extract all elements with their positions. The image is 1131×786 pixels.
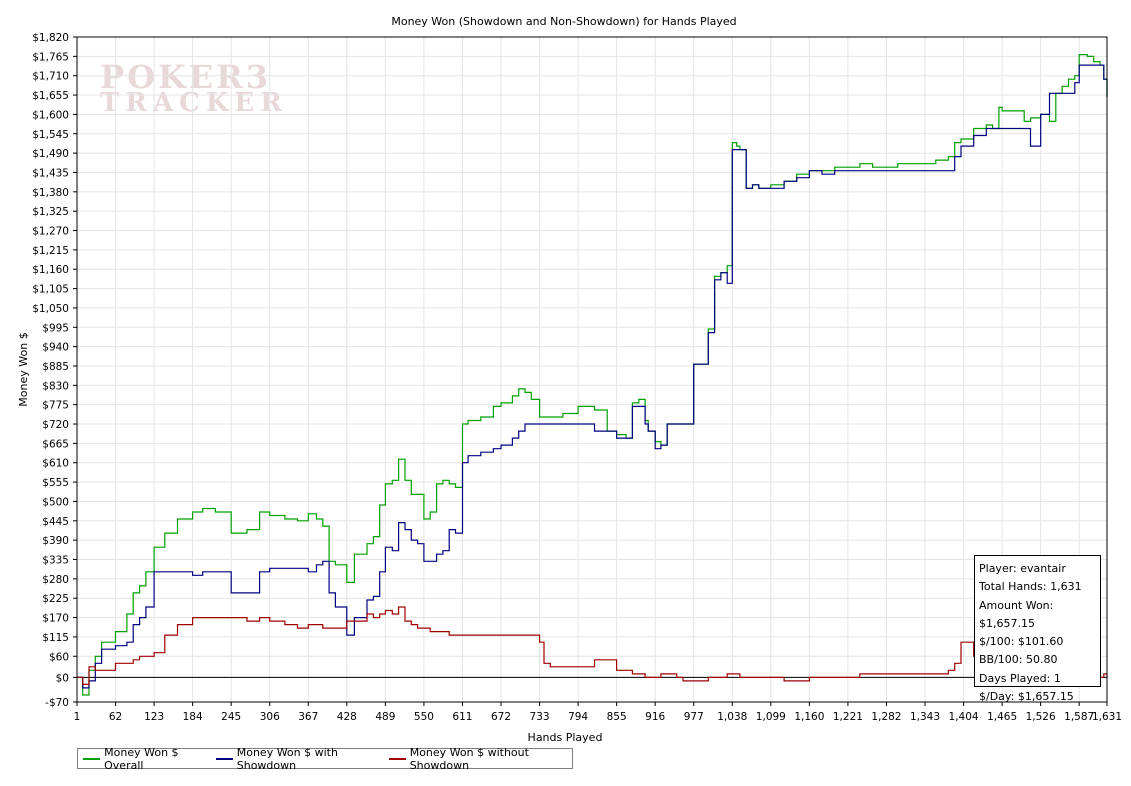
y-tick-label: $1,820	[32, 32, 69, 44]
chart-title: Money Won (Showdown and Non-Showdown) fo…	[391, 15, 736, 28]
y-tick-label: $1,380	[32, 187, 69, 199]
y-tick-label: $1,490	[32, 148, 69, 160]
x-tick-label: 489	[375, 711, 395, 723]
y-tick-label: $830	[42, 380, 69, 392]
y-tick-label: $115	[42, 632, 69, 644]
y-tick-label: $60	[49, 651, 69, 663]
y-tick-label: $225	[42, 593, 69, 605]
y-axis-ticks: -$70 $0 $60 $115 $170 $225 $280 $335 $390 $445 $50…	[32, 32, 77, 709]
y-tick-label: $1,215	[32, 245, 69, 257]
x-tick-label: 1,631	[1092, 711, 1122, 723]
x-tick-label: 794	[568, 711, 588, 723]
x-tick-label: 1,099	[756, 711, 786, 723]
y-tick-label: $1,710	[32, 71, 69, 83]
y-tick-label: $1,325	[32, 206, 69, 218]
y-tick-label: $995	[42, 322, 69, 334]
y-tick-label: $500	[42, 496, 69, 508]
y-tick-label: $170	[42, 613, 69, 625]
x-tick-label: 1	[74, 711, 81, 723]
chart-legend: Money Won $ Overall Money Won $ with Sho…	[77, 745, 573, 772]
grid-lines	[76, 36, 1108, 703]
x-tick-label: 1,465	[987, 711, 1017, 723]
stat-days-played: Days Played: 1	[979, 671, 1061, 685]
y-tick-label: $0	[56, 672, 69, 684]
x-tick-label: 1,343	[910, 711, 940, 723]
x-tick-label: 855	[607, 711, 627, 723]
x-tick-label: 672	[491, 711, 511, 723]
player-stats-box: Player: evantair Total Hands: 1,631 Amou…	[974, 555, 1101, 703]
x-tick-label: 1,526	[1026, 711, 1056, 723]
y-tick-label: $1,160	[32, 264, 69, 276]
y-tick-label: $445	[42, 516, 69, 528]
y-tick-label: $1,435	[32, 167, 69, 179]
y-tick-label: $1,600	[32, 109, 69, 121]
x-tick-label: 245	[221, 711, 241, 723]
logo-line-1: POKER3	[100, 58, 271, 96]
x-tick-label: 916	[645, 711, 665, 723]
legend-label-without-showdown: Money Won $ without Showdown	[409, 745, 529, 772]
x-tick-label: 62	[109, 711, 122, 723]
x-tick-label: 1,587	[1064, 711, 1094, 723]
legend-label-with-showdown: Money Won $ with Showdown	[236, 745, 338, 772]
stat-bb-100: BB/100: 50.80	[979, 653, 1058, 667]
y-tick-label: $1,050	[32, 303, 69, 315]
y-tick-label: $665	[42, 438, 69, 450]
legend-swatch-overall	[83, 757, 101, 760]
x-tick-label: 306	[260, 711, 280, 723]
stat-amount-won: Amount Won: $1,657.15	[979, 598, 1054, 630]
series-without-showdown-line	[77, 606, 1108, 685]
y-tick-label: $720	[42, 419, 69, 431]
x-tick-label: 1,160	[794, 711, 824, 723]
x-tick-label: 367	[298, 711, 318, 723]
x-tick-label: 1,404	[949, 711, 979, 723]
y-tick-label: -$70	[45, 697, 69, 709]
y-tick-label: $1,655	[32, 90, 69, 102]
poker-tracker-logo: POKER3 TRACKER	[100, 58, 288, 118]
y-axis-label: Money Won $	[17, 332, 30, 406]
y-tick-label: $1,105	[32, 284, 69, 296]
y-tick-label: $280	[42, 574, 69, 586]
legend-swatch-without-showdown	[388, 757, 406, 760]
x-tick-label: 1,038	[717, 711, 747, 723]
y-tick-label: $940	[42, 342, 69, 354]
stat-per-100: $/100: $101.60	[979, 635, 1064, 649]
x-tick-label: 1,221	[833, 711, 863, 723]
x-tick-label: 184	[183, 711, 203, 723]
stat-per-day: $/Day: $1,657.15	[979, 690, 1074, 704]
y-tick-label: $775	[42, 400, 69, 412]
series-with-showdown-line	[77, 64, 1108, 689]
plot-frame	[76, 36, 1108, 703]
x-tick-label: 428	[337, 711, 357, 723]
x-tick-label: 733	[530, 711, 550, 723]
legend-item-without-showdown: Money Won $ without Showdown	[388, 745, 566, 772]
x-tick-label: 977	[684, 711, 704, 723]
y-tick-label: $335	[42, 555, 69, 567]
stat-total-hands: Total Hands: 1,631	[979, 580, 1082, 594]
x-axis-label: Hands Played	[528, 731, 603, 744]
y-tick-label: $610	[42, 458, 69, 470]
stat-player: Player: evantair	[979, 562, 1066, 575]
y-tick-label: $1,270	[32, 226, 69, 238]
y-tick-label: $555	[42, 477, 69, 489]
y-tick-label: $885	[42, 361, 69, 373]
x-tick-label: 550	[414, 711, 434, 723]
series-lines	[77, 54, 1108, 696]
legend-item-with-showdown: Money Won $ with Showdown	[215, 745, 378, 772]
x-tick-label: 611	[452, 711, 472, 723]
x-axis-ticks: 1 62 123 184 245 306 367 428 489 550 611 672 733 794 8…	[74, 702, 1122, 723]
x-tick-label: 123	[144, 711, 164, 723]
legend-label-overall: Money Won $ Overall	[104, 745, 179, 772]
y-tick-label: $1,765	[32, 51, 69, 63]
legend-item-overall: Money Won $ Overall	[83, 746, 205, 772]
y-tick-label: $390	[42, 535, 69, 547]
logo-line-2: TRACKER	[100, 88, 288, 118]
y-tick-label: $1,545	[32, 129, 69, 141]
legend-swatch-with-showdown	[215, 757, 233, 760]
x-tick-label: 1,282	[871, 711, 901, 723]
